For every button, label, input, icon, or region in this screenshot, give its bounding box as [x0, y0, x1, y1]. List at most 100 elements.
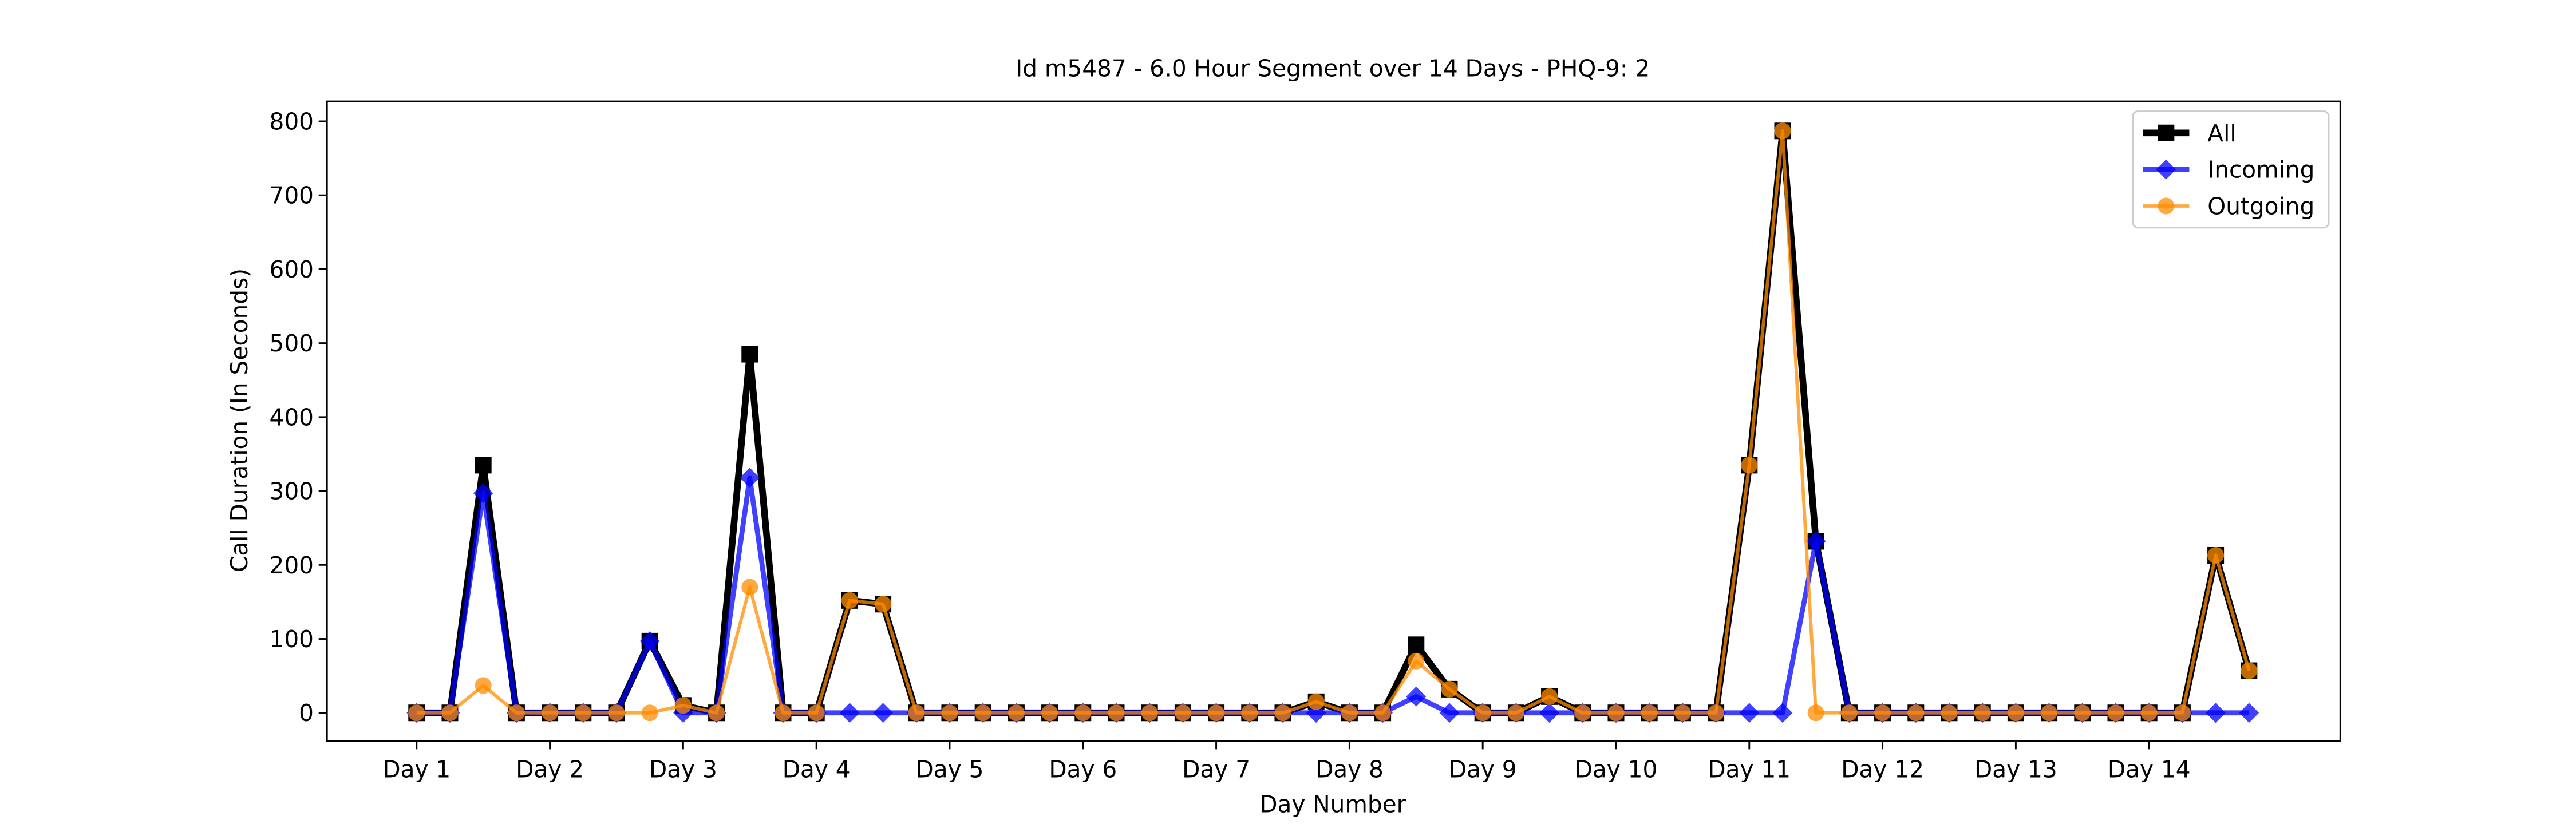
marker — [542, 704, 559, 722]
x-tick-label: Day 2 — [516, 756, 584, 783]
marker — [2007, 704, 2024, 722]
marker — [1541, 688, 1558, 705]
marker — [1441, 680, 1458, 698]
series-group — [408, 122, 2258, 722]
x-axis-label: Day Number — [1259, 791, 1406, 818]
series-line — [416, 127, 2253, 716]
marker — [1741, 457, 1758, 474]
marker — [1708, 704, 1725, 722]
x-tick-label: Day 14 — [2108, 756, 2191, 783]
marker — [2239, 703, 2259, 723]
marker — [1141, 704, 1158, 722]
marker — [2074, 704, 2091, 722]
x-tick-label: Day 10 — [1575, 756, 1658, 783]
x-tick-label: Day 12 — [1841, 756, 1924, 783]
y-tick-label: 800 — [270, 108, 314, 135]
marker — [1074, 704, 1092, 722]
marker — [508, 704, 525, 722]
plot-frame — [326, 100, 2341, 742]
marker — [1307, 693, 1325, 710]
marker — [1805, 531, 1826, 552]
marker — [639, 631, 660, 651]
marker — [775, 704, 792, 722]
marker — [873, 703, 893, 723]
marker — [875, 596, 892, 613]
x-tick-label: Day 4 — [783, 756, 851, 783]
legend-box — [2132, 110, 2330, 229]
marker — [741, 346, 758, 363]
x-tick-label: Day 8 — [1315, 756, 1384, 783]
x-tick-label: Day 6 — [1049, 756, 1117, 783]
marker — [2158, 197, 2175, 215]
marker — [1408, 652, 1425, 670]
x-tick-label: Day 9 — [1449, 756, 1517, 783]
marker — [841, 592, 858, 609]
marker — [1641, 704, 1658, 722]
marker — [1772, 703, 1793, 723]
marker — [2174, 704, 2191, 722]
marker — [741, 579, 758, 596]
marker — [2206, 703, 2226, 723]
marker — [740, 468, 760, 488]
marker — [1574, 704, 1591, 722]
marker — [2140, 704, 2158, 722]
marker — [2158, 124, 2175, 141]
marker — [974, 704, 991, 722]
marker — [674, 697, 692, 714]
marker — [1807, 704, 1824, 722]
marker — [1474, 704, 1491, 722]
marker — [941, 704, 958, 722]
marker — [1507, 704, 1524, 722]
marker — [1539, 703, 1559, 723]
marker — [1439, 703, 1460, 723]
marker — [1374, 704, 1392, 722]
x-tick-label: Day 11 — [1708, 756, 1791, 783]
y-tick-label: 0 — [299, 699, 314, 727]
y-tick-label: 300 — [270, 478, 314, 505]
marker — [1108, 704, 1125, 722]
x-tick-label: Day 5 — [916, 756, 984, 783]
marker — [1008, 704, 1025, 722]
y-tick-label: 200 — [270, 552, 314, 579]
marker — [441, 704, 459, 722]
marker — [475, 677, 492, 694]
marker — [575, 704, 592, 722]
marker — [1406, 686, 1427, 707]
marker — [839, 703, 860, 723]
y-tick-label: 500 — [270, 330, 314, 357]
marker — [1874, 704, 1891, 722]
marker — [1408, 636, 1425, 653]
x-tick-label: Day 13 — [1974, 756, 2057, 783]
marker — [2107, 704, 2124, 722]
marker — [1274, 704, 1291, 722]
marker — [2041, 704, 2058, 722]
marker — [1974, 704, 1991, 722]
legend-label: All — [2207, 120, 2236, 147]
marker — [408, 704, 425, 722]
marker — [1907, 704, 1925, 722]
x-tick-label: Day 7 — [1182, 756, 1250, 783]
x-tick-label: Day 1 — [382, 756, 451, 783]
y-tick-label: 400 — [270, 403, 314, 431]
marker — [2241, 662, 2258, 679]
marker — [1674, 704, 1691, 722]
marker — [1774, 122, 1791, 140]
marker — [1241, 704, 1258, 722]
marker — [1041, 704, 1058, 722]
y-axis-label: Call Duration (In Seconds) — [226, 268, 253, 572]
marker — [641, 704, 658, 722]
series-line — [416, 475, 2249, 716]
marker — [475, 457, 492, 474]
marker — [2156, 159, 2176, 180]
y-tick-label: 100 — [270, 625, 314, 653]
marker — [2207, 546, 2225, 564]
y-tick-label: 600 — [270, 256, 314, 283]
marker — [1840, 704, 1858, 722]
marker — [608, 704, 625, 722]
marker — [1941, 704, 1958, 722]
legend-label: Outgoing — [2207, 192, 2314, 220]
y-tick-label: 700 — [270, 182, 314, 209]
marker — [1174, 704, 1191, 722]
marker — [708, 704, 725, 722]
